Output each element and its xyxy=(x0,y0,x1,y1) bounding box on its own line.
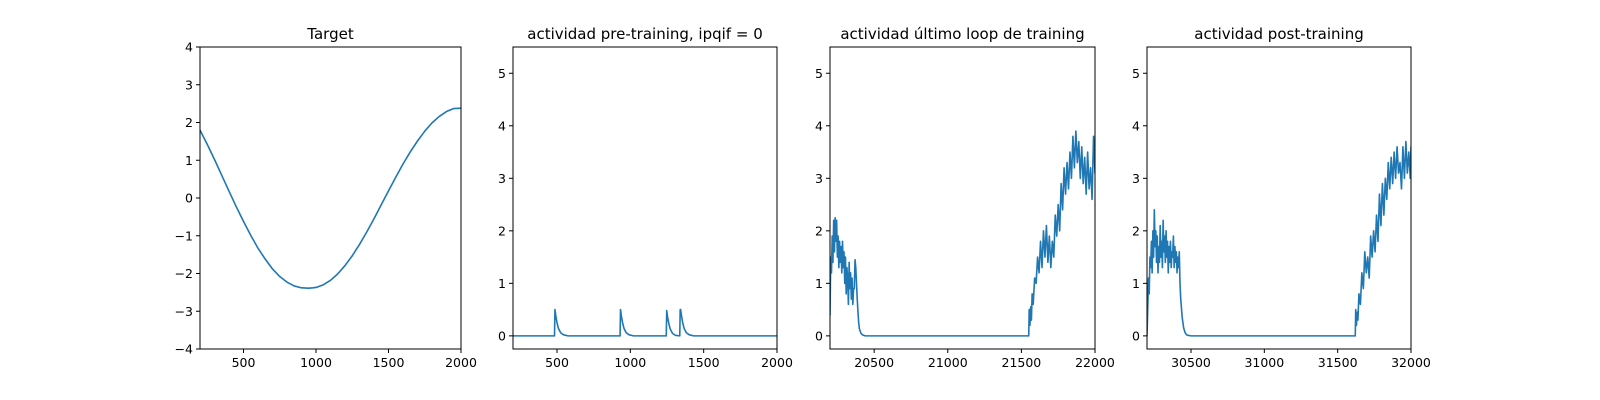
chart-title-0: Target xyxy=(306,25,354,43)
x-tick-label-3-1: 31000 xyxy=(1244,355,1284,370)
y-tick-label-0-0: −4 xyxy=(175,342,193,357)
y-tick-label-0-8: 4 xyxy=(185,40,193,55)
series-line-1-0 xyxy=(513,308,777,337)
y-tick-label-0-4: 0 xyxy=(185,191,193,206)
y-tick-label-2-2: 2 xyxy=(815,223,823,238)
chart-panel-0: Target 500 1000 1500 2000 −4 −3 −2 −1 0 1 2 3 4 xyxy=(175,25,477,370)
x-tick-label-3-3: 32000 xyxy=(1391,355,1431,370)
axes-frame-3 xyxy=(1146,46,1412,350)
x-tick-label-1-2: 1500 xyxy=(688,355,720,370)
y-tick-label-0-6: 2 xyxy=(185,115,193,130)
y-tick-label-1-1: 1 xyxy=(498,276,506,291)
x-tick-label-2-0: 20500 xyxy=(854,355,894,370)
y-tick-label-2-4: 4 xyxy=(815,118,823,133)
y-tick-label-1-5: 5 xyxy=(498,66,506,81)
x-tick-label-0-2: 1500 xyxy=(373,355,405,370)
y-tick-label-3-4: 4 xyxy=(1132,118,1140,133)
x-tick-label-0-1: 1000 xyxy=(300,355,332,370)
y-tick-label-1-3: 3 xyxy=(498,171,506,186)
y-tick-label-3-1: 1 xyxy=(1132,276,1140,291)
y-tick-label-2-1: 1 xyxy=(815,276,823,291)
x-tick-label-3-2: 31500 xyxy=(1318,355,1358,370)
series-line-2-0 xyxy=(830,130,1095,337)
series-line-3-0 xyxy=(1147,140,1411,337)
x-tick-label-0-3: 2000 xyxy=(445,355,477,370)
y-tick-label-0-3: −1 xyxy=(175,228,193,243)
axes-frame-2 xyxy=(829,46,1096,350)
y-tick-label-0-5: 1 xyxy=(185,153,193,168)
chart-title-1: actividad pre-training, ipqif = 0 xyxy=(527,25,763,43)
y-tick-label-1-0: 0 xyxy=(498,328,506,343)
x-tick-label-2-2: 21500 xyxy=(1002,355,1042,370)
y-tick-label-3-5: 5 xyxy=(1132,66,1140,81)
x-tick-label-2-1: 21000 xyxy=(928,355,968,370)
x-tick-label-0-0: 500 xyxy=(232,355,256,370)
x-tick-label-1-0: 500 xyxy=(545,355,569,370)
y-tick-label-0-7: 3 xyxy=(185,77,193,92)
y-tick-label-2-3: 3 xyxy=(815,171,823,186)
x-tick-label-3-0: 30500 xyxy=(1171,355,1211,370)
y-tick-label-3-0: 0 xyxy=(1132,328,1140,343)
chart-title-2: actividad último loop de training xyxy=(840,25,1084,43)
x-tick-label-1-1: 1000 xyxy=(614,355,646,370)
series-line-0-0 xyxy=(200,107,461,290)
y-tick-label-2-0: 0 xyxy=(815,328,823,343)
x-tick-label-1-3: 2000 xyxy=(761,355,793,370)
y-tick-label-2-5: 5 xyxy=(815,66,823,81)
axes-frame-1 xyxy=(512,46,778,350)
x-tick-label-2-3: 22000 xyxy=(1075,355,1115,370)
y-tick-label-0-2: −2 xyxy=(175,266,193,281)
y-tick-label-3-2: 2 xyxy=(1132,223,1140,238)
y-tick-label-0-1: −3 xyxy=(175,304,193,319)
chart-title-3: actividad post-training xyxy=(1194,25,1363,43)
y-tick-label-1-4: 4 xyxy=(498,118,506,133)
y-tick-label-3-3: 3 xyxy=(1132,171,1140,186)
chart-panel-1: actividad pre-training, ipqif = 0 500 1000… xyxy=(498,25,793,370)
y-tick-label-1-2: 2 xyxy=(498,223,506,238)
